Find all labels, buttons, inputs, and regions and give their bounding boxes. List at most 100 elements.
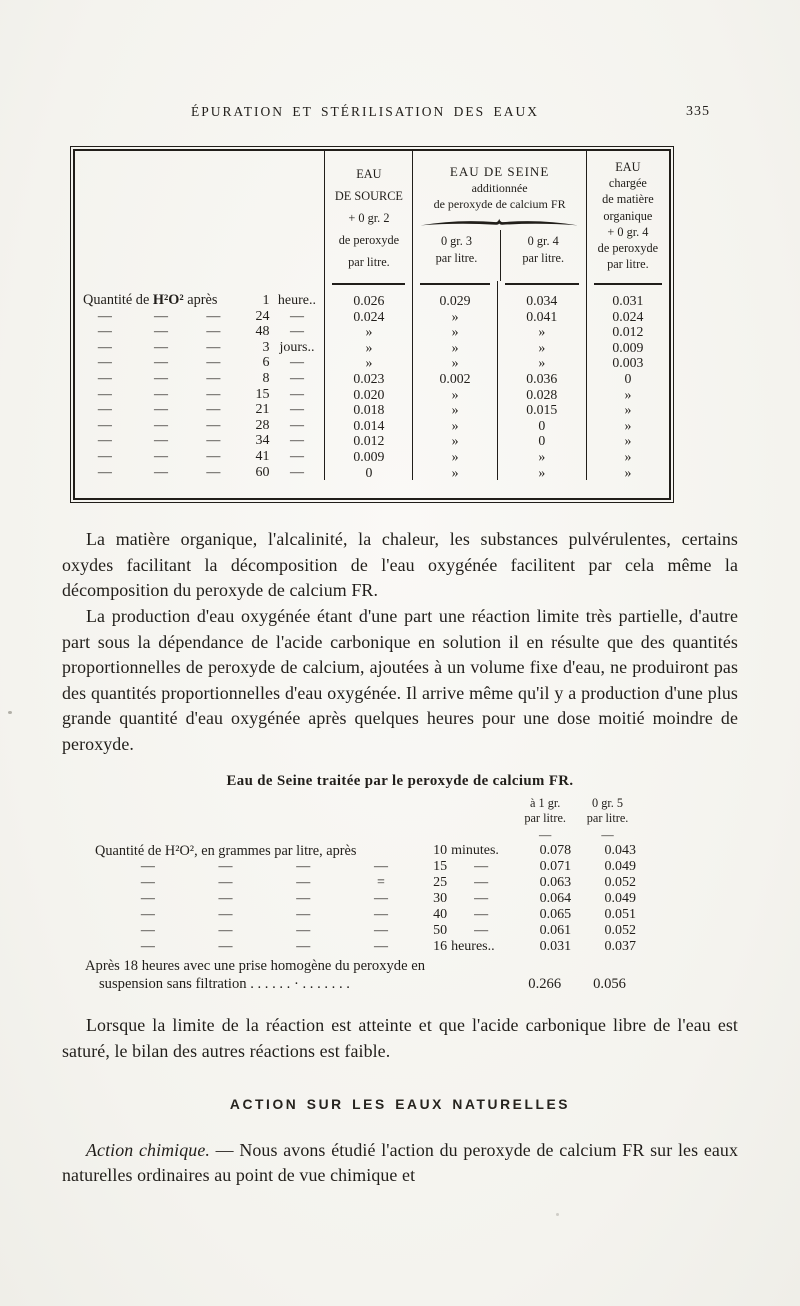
row-duration-unit: — [289, 308, 304, 324]
ditto-dash: — [154, 417, 169, 433]
row-label: — — — 6 — [75, 355, 324, 371]
table-row: — — — — 15 — 0.071 0.049 [95, 859, 640, 875]
ditto-dash: — [218, 859, 233, 875]
row-duration-unit: — [474, 875, 489, 891]
cell-value: » [585, 386, 669, 403]
row-label: — — — 60 — [75, 465, 324, 481]
seine-col-0gr3: 0 gr. 3 par litre. [435, 234, 478, 265]
ditto-dash: — [97, 339, 112, 355]
header-rule [412, 281, 496, 293]
table1-header-seine: EAU DE SEINE additionnée de peroxyde de … [412, 151, 585, 281]
row-duration-unit: jours.. [279, 339, 315, 355]
row-duration: 50 [433, 923, 448, 939]
table-row: — — —34—0.012» 0» [75, 433, 669, 450]
ditto-dash: — [206, 464, 221, 480]
ditto-dash: — [218, 907, 233, 923]
cell-value: » [412, 417, 496, 434]
ditto-dash: — [206, 339, 221, 355]
cell-value: 0.029 [412, 293, 496, 309]
brace-icon [419, 216, 579, 228]
ditto-dash: — [97, 386, 112, 402]
cell-value: 0.063 [539, 875, 572, 891]
row-duration-unit: — [474, 891, 489, 907]
col-header-text: à 1 gr. par litre. [524, 796, 566, 826]
ditto-dash: — [154, 370, 169, 386]
row-label: — — — 41 — [75, 449, 324, 465]
ditto-dash: — [140, 923, 155, 939]
paragraph-lead-italic: Action chimique. [86, 1139, 210, 1160]
ditto-dash: — [296, 859, 311, 875]
ditto-dash: — [296, 907, 311, 923]
table1-header-source: EAU DE SOURCE + 0 gr. 2 de peroxyde par … [324, 151, 412, 281]
cell-value: » [412, 402, 496, 418]
row-duration: 3 [262, 339, 270, 355]
page-title: ÉPURATION ET STÉRILISATION DES EAUX [191, 104, 539, 119]
row-duration-unit: heure.. [277, 293, 317, 308]
row-duration: 8 [262, 370, 270, 386]
cell-value: 0.078 [539, 843, 572, 859]
table-row: — — —48—»»» 0.012 [75, 324, 669, 340]
ditto-dash: — [218, 939, 233, 955]
table2-body: Quantité de H²O², en grammes par litre, … [95, 843, 640, 955]
row-duration: 60 [255, 464, 270, 480]
h2o2-formula: H²O² [152, 292, 184, 308]
cell-value: 0 [585, 370, 669, 387]
table-row: — — —24—0.024» 0.041 0.024 [75, 308, 669, 325]
page-number: 335 [686, 104, 710, 119]
cell-value: 0.028 [496, 386, 586, 403]
ditto-dash: — [97, 433, 112, 449]
cell-value: » [496, 324, 586, 340]
cell-value: 0 [496, 417, 586, 434]
header-rule [496, 281, 586, 293]
data-table-2: à 1 gr. par litre. — 0 gr. 5 par litre. … [95, 796, 640, 955]
row-label: — — — 28 — [75, 418, 324, 434]
cell-value: » [324, 339, 412, 356]
cell-value: 0.009 [585, 339, 669, 356]
ditto-dash: — [218, 891, 233, 907]
cell-value: » [585, 433, 669, 450]
cell-value: 0.037 [604, 939, 636, 955]
cell-value: 0.002 [412, 370, 496, 387]
cell-value: 0.031 [539, 939, 572, 955]
cell-value: 0.049 [604, 891, 636, 907]
header-dash: — [539, 828, 552, 843]
ditto-dash: — [154, 386, 169, 402]
row-duration-unit: — [289, 417, 304, 433]
cell-value: 0.026 [324, 293, 412, 309]
footer-value: 0.056 [593, 975, 626, 992]
table-row: — — — — 30 — 0.064 0.049 [95, 891, 640, 907]
cell-value: » [324, 324, 412, 340]
table-row: — — — = 25 — 0.063 0.052 [95, 875, 640, 891]
table1-header-empty [75, 151, 324, 281]
row-duration-unit: — [474, 923, 489, 939]
row-duration: 16 [433, 939, 448, 955]
cell-value: 0.065 [539, 907, 572, 923]
row-label: — — — 15 — [75, 387, 324, 403]
table2-footer: Après 18 heures avec une prise homogène … [85, 958, 630, 993]
paragraph-rest: — Nous avons étudié l'action du peroxyde… [62, 1139, 739, 1186]
row-duration: 1 [262, 293, 270, 308]
row-label-dashes: — — — — [95, 923, 420, 939]
row-duration-unit: — [474, 907, 489, 923]
cell-value: » [496, 448, 586, 465]
ditto-dash: — [140, 891, 155, 907]
cell-value: » [412, 355, 496, 372]
ditto-dash: — [97, 308, 112, 324]
scan-speck [8, 711, 12, 714]
ditto-dash: — [206, 324, 221, 340]
cell-value: 0.051 [604, 907, 636, 923]
cell-value: 0.020 [324, 386, 412, 403]
ditto-dash: — [296, 939, 311, 955]
row-duration-unit: — [289, 464, 304, 480]
row-duration-unit: — [289, 386, 304, 402]
ditto-dash: — [97, 324, 112, 340]
ditto-dash: — [206, 308, 221, 324]
cell-value: » [412, 433, 496, 450]
data-table-1-inner: EAU DE SOURCE + 0 gr. 2 de peroxyde par … [73, 149, 671, 501]
row-label-dashes: — — — — [95, 939, 420, 955]
cell-value: 0.071 [539, 859, 572, 875]
cell-value: 0.049 [604, 859, 636, 875]
ditto-dash: — [154, 448, 169, 464]
table-row: — — — 8 — 0.023 0.002 0.036 0 [75, 370, 669, 387]
cell-value: 0.034 [496, 293, 586, 309]
